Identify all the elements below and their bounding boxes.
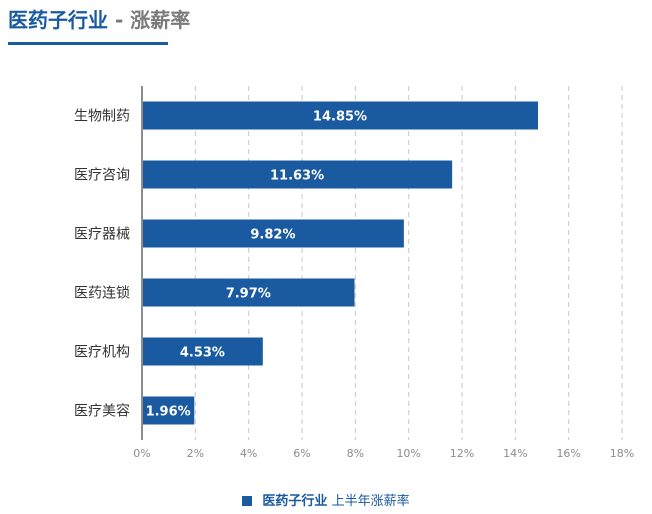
bar-value-label: 1.96% xyxy=(146,405,191,420)
title-underline xyxy=(8,42,168,45)
category-label: 医疗咨询 xyxy=(74,168,130,184)
x-tick-label: 4% xyxy=(240,447,257,460)
x-tick-label: 14% xyxy=(503,447,527,460)
x-tick-label: 18% xyxy=(610,447,634,460)
x-tick-label: 2% xyxy=(187,447,204,460)
category-label: 医疗器械 xyxy=(74,227,130,243)
bar-value-label: 14.85% xyxy=(313,110,367,125)
x-tick-label: 10% xyxy=(396,447,420,460)
category-label: 医疗美容 xyxy=(74,403,130,420)
bar-value-label: 4.53% xyxy=(180,346,225,361)
category-label: 医疗机构 xyxy=(74,345,130,361)
bar-value-label: 11.63% xyxy=(270,169,324,184)
legend-swatch xyxy=(242,496,253,506)
x-tick-label: 6% xyxy=(293,447,310,460)
page-header: 医药子行业 - 涨薪率 xyxy=(8,4,190,34)
category-label: 医药连锁 xyxy=(74,286,130,302)
bar-value-label: 7.97% xyxy=(226,287,271,302)
page-title: 医药子行业 xyxy=(8,8,108,32)
bar xyxy=(143,101,538,130)
page-subtitle: - 涨薪率 xyxy=(108,8,191,32)
legend-label-rest: 上半年涨薪率 xyxy=(327,494,410,509)
bar xyxy=(143,337,263,366)
legend-label-bold: 医药子行业 xyxy=(262,494,328,509)
category-label: 生物制药 xyxy=(74,109,130,125)
x-tick-label: 8% xyxy=(347,447,364,460)
bar-value-label: 9.82% xyxy=(250,228,295,243)
bar xyxy=(143,160,453,189)
bar xyxy=(143,278,355,307)
legend: 医药子行业 上半年涨薪率 xyxy=(0,490,652,509)
bar xyxy=(143,219,404,248)
x-tick-label: 12% xyxy=(450,447,474,460)
x-tick-label: 16% xyxy=(556,447,580,460)
x-tick-label: 0% xyxy=(133,447,150,460)
bar xyxy=(143,396,195,425)
